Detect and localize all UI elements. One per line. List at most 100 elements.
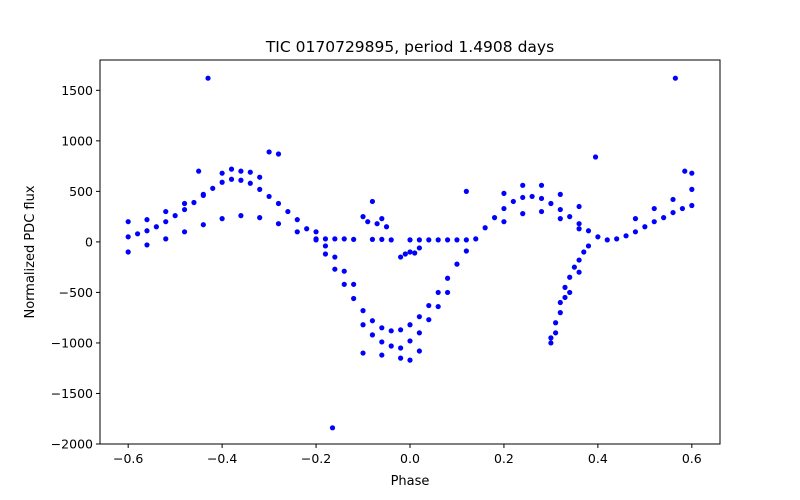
data-point (557, 310, 563, 316)
data-point (632, 229, 639, 235)
data-point (407, 322, 413, 328)
data-point (682, 168, 688, 174)
data-point (416, 314, 422, 320)
data-point (407, 237, 413, 243)
data-point (247, 169, 253, 175)
y-tick-label: −500 (59, 285, 93, 300)
y-tick-label: 0 (85, 234, 93, 249)
data-point (125, 219, 131, 225)
data-point (313, 229, 319, 235)
data-point (463, 248, 469, 254)
data-point (501, 190, 507, 196)
data-point (285, 208, 291, 215)
y-tick-label: −1000 (51, 335, 93, 350)
x-tick-label: 0.6 (682, 451, 702, 466)
data-point (501, 219, 507, 225)
data-point (592, 154, 599, 160)
y-tick-label: −1500 (51, 386, 93, 401)
data-point (520, 182, 526, 188)
data-point (163, 236, 169, 242)
y-tick-label: 1500 (61, 83, 93, 98)
data-point (341, 268, 347, 274)
data-point (444, 237, 451, 243)
y-tick-label: −2000 (51, 437, 93, 452)
data-point (257, 215, 263, 221)
data-point (257, 174, 263, 180)
data-point (365, 219, 371, 225)
data-point (444, 289, 451, 296)
x-tick-label: 0.2 (494, 451, 514, 466)
data-point (604, 237, 610, 243)
data-point (153, 224, 159, 230)
data-point (416, 245, 422, 251)
data-point (548, 340, 554, 346)
data-point (398, 254, 404, 260)
data-point (360, 214, 366, 220)
data-point (388, 237, 394, 243)
data-point (294, 217, 300, 223)
data-point (510, 198, 516, 205)
y-tick-label: 500 (69, 184, 93, 199)
data-point (181, 200, 188, 207)
data-point (463, 237, 469, 243)
data-point (562, 284, 568, 290)
data-point (426, 237, 432, 243)
data-point (210, 185, 216, 191)
data-point (379, 325, 385, 331)
data-point (651, 205, 657, 212)
data-point (144, 228, 150, 234)
data-point (360, 322, 366, 328)
data-point (416, 237, 422, 243)
data-point (614, 236, 620, 242)
data-point (238, 213, 244, 219)
data-point (228, 176, 235, 182)
data-point (426, 302, 432, 309)
data-point (557, 206, 563, 213)
data-point (332, 236, 338, 242)
y-tick-label: 1000 (61, 133, 93, 148)
data-point (191, 199, 197, 206)
data-point (332, 254, 338, 260)
data-point (538, 182, 545, 188)
data-point (369, 198, 376, 205)
data-point (322, 243, 329, 249)
x-tick-label: −0.2 (301, 451, 331, 466)
data-point (501, 205, 507, 212)
data-point (379, 352, 385, 358)
data-point (567, 214, 573, 220)
data-point (219, 170, 225, 176)
data-point (529, 193, 535, 200)
data-point (689, 186, 695, 192)
data-point (454, 237, 460, 243)
data-point (379, 339, 385, 345)
data-point (520, 211, 526, 217)
data-point (266, 193, 272, 200)
x-axis-label: Phase (391, 474, 430, 489)
x-tick-label: −0.6 (113, 451, 143, 466)
data-point (219, 216, 225, 222)
data-point (125, 249, 131, 255)
data-point (571, 264, 577, 270)
data-point (322, 236, 329, 242)
x-tick-label: −0.4 (207, 451, 237, 466)
data-point (398, 327, 404, 333)
data-point (398, 355, 404, 361)
data-point (581, 249, 587, 255)
data-point (557, 216, 563, 222)
data-point (689, 202, 695, 209)
data-point (374, 221, 380, 227)
data-point (491, 215, 498, 221)
data-point (567, 274, 573, 280)
data-point (435, 289, 441, 296)
data-point (672, 75, 678, 81)
data-point (205, 75, 211, 81)
data-point (553, 320, 559, 326)
data-point (562, 294, 568, 301)
y-axis: −2000 −1500 −1000 −500 0 500 1000 1500 (51, 83, 100, 452)
data-point (351, 236, 357, 242)
data-point (134, 231, 141, 237)
data-point (538, 195, 545, 202)
